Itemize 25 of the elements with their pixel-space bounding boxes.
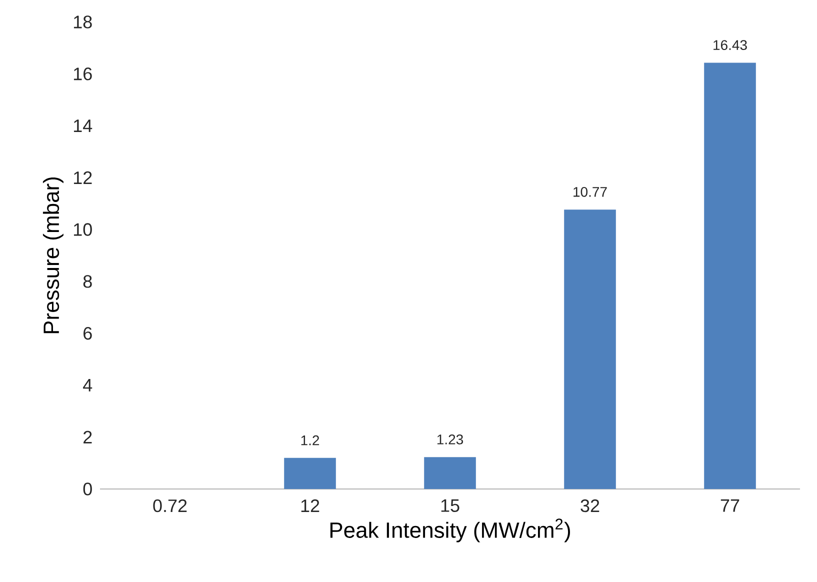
data-label: 1.23	[437, 434, 464, 444]
data-label: 16.43	[714, 40, 747, 50]
bar	[704, 62, 756, 490]
bar	[564, 210, 616, 490]
x-tick-label: 15	[441, 499, 460, 512]
y-tick-label: 18	[74, 16, 92, 28]
bar	[284, 458, 336, 490]
y-tick-label: 14	[74, 120, 92, 132]
x-tick-label: 12	[301, 499, 320, 512]
y-tick-label: 8	[83, 275, 92, 288]
y-tick-label: 2	[84, 430, 92, 444]
x-tick-label: 0.72	[153, 499, 187, 512]
x-axis-title: Peak Intensity (MW/cm$^{2}$)	[330, 518, 570, 542]
y-tick-label: 6	[84, 326, 92, 340]
y-tick-label: 16	[74, 68, 92, 80]
data-label: 1.2	[301, 435, 320, 446]
y-tick-label: 0	[83, 482, 92, 496]
y-axis-title: Pressure (mbar)	[42, 177, 64, 334]
bar	[424, 457, 476, 490]
y-tick-label: 12	[74, 171, 92, 184]
y-tick-label: 4	[83, 379, 92, 392]
y-tick-label: 10	[74, 223, 92, 236]
data-label: 10.77	[574, 186, 607, 197]
x-tick-label: 77	[720, 499, 740, 512]
x-tick-label: 32	[580, 499, 600, 512]
